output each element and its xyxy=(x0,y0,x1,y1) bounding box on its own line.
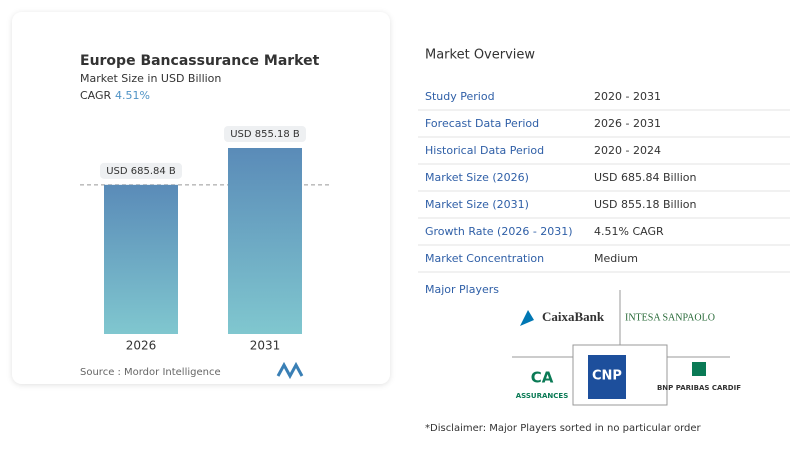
bar xyxy=(104,184,178,334)
value-label: USD 855.18 B xyxy=(230,129,300,140)
source-label: Source : xyxy=(80,367,121,378)
logo-mark xyxy=(520,310,534,326)
row-value: USD 685.84 Billion xyxy=(594,171,696,184)
disclaimer: *Disclaimer: Major Players sorted in no … xyxy=(425,423,702,434)
row-value: Medium xyxy=(594,252,638,265)
player-logo: ASSURANCES xyxy=(516,392,569,400)
logo-mark xyxy=(692,362,706,376)
cagr-value: 4.51% xyxy=(115,89,150,102)
source: Mordor Intelligence xyxy=(124,367,221,378)
player-logo: CaixaBank xyxy=(542,309,605,324)
bar xyxy=(228,148,302,334)
x-tick-label: 2026 xyxy=(126,339,157,353)
row-value: 2020 - 2031 xyxy=(594,90,661,103)
chart-title: Europe Bancassurance Market xyxy=(80,53,320,69)
row-label: Forecast Data Period xyxy=(425,117,539,130)
row-label: Historical Data Period xyxy=(425,144,544,157)
value-label-bg xyxy=(100,162,182,179)
row-value: 2020 - 2024 xyxy=(594,144,661,157)
overview-title: Market Overview xyxy=(425,48,535,63)
logo-mark: CA xyxy=(531,369,554,387)
value-label-bg xyxy=(224,126,306,142)
brand-logo xyxy=(276,361,304,380)
player-logo: BNP PARIBAS CARDIF xyxy=(657,384,741,392)
row-value: 4.51% CAGR xyxy=(594,225,664,238)
row-label: Growth Rate (2026 - 2031) xyxy=(425,225,573,238)
row-label: Market Concentration xyxy=(425,252,544,265)
row-label: Market Size (2031) xyxy=(425,198,529,211)
cagr-label: CAGR xyxy=(80,89,112,102)
value-label: USD 685.84 B xyxy=(106,166,176,177)
row-value: USD 855.18 Billion xyxy=(594,198,696,211)
player-logo: CNP xyxy=(592,369,622,384)
row-value: 2026 - 2031 xyxy=(594,117,661,130)
logo-mark xyxy=(588,355,626,399)
chart-subtitle: Market Size in USD Billion xyxy=(80,72,221,85)
players-title: Major Players xyxy=(425,283,499,296)
player-logo: INTESA SANPAOLO xyxy=(625,312,715,323)
x-tick-label: 2031 xyxy=(250,339,281,353)
row-label: Study Period xyxy=(425,90,495,103)
row-label: Market Size (2026) xyxy=(425,171,529,184)
